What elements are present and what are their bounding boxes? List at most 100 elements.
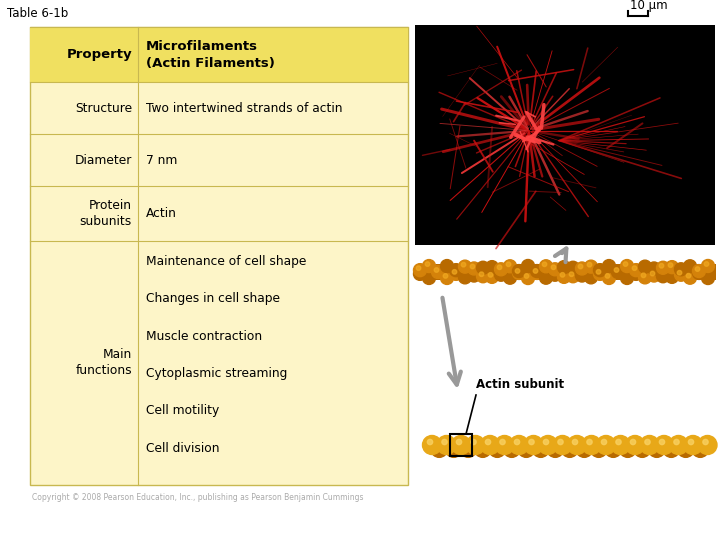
Circle shape [590,441,607,457]
Circle shape [426,262,430,266]
Circle shape [524,274,528,278]
Circle shape [593,264,606,276]
Circle shape [549,268,562,281]
Circle shape [701,260,714,273]
Circle shape [678,271,682,275]
Circle shape [632,266,636,271]
Circle shape [650,271,654,276]
Circle shape [532,441,549,457]
Circle shape [489,441,505,457]
Circle shape [471,440,476,444]
Circle shape [544,440,549,444]
Circle shape [437,435,456,455]
Circle shape [621,272,634,285]
Circle shape [557,261,570,274]
Circle shape [510,435,528,455]
Circle shape [640,435,659,455]
Text: Changes in cell shape: Changes in cell shape [146,292,280,305]
Circle shape [606,274,610,278]
Circle shape [431,266,444,279]
Circle shape [553,435,572,455]
Circle shape [423,260,436,273]
Circle shape [675,263,688,276]
Circle shape [467,262,480,275]
Circle shape [431,441,448,457]
Circle shape [704,262,708,266]
Text: Copyright © 2008 Pearson Education, Inc., publishing as Pearson Benjamin Cumming: Copyright © 2008 Pearson Education, Inc.… [32,493,364,502]
Circle shape [552,265,556,269]
Circle shape [539,260,552,273]
Circle shape [567,435,587,455]
Circle shape [570,272,574,276]
Circle shape [683,435,703,455]
Circle shape [683,271,696,284]
Circle shape [560,273,564,277]
Circle shape [585,271,598,284]
Circle shape [663,441,680,457]
Circle shape [474,441,491,457]
Circle shape [498,265,502,269]
Circle shape [668,263,672,267]
Circle shape [616,440,621,444]
Bar [30,27,408,485]
Text: Actin subunit: Actin subunit [476,378,564,391]
Circle shape [495,435,514,455]
Circle shape [442,440,447,444]
Circle shape [665,271,678,284]
Circle shape [531,266,544,279]
Circle shape [674,440,679,444]
Circle shape [528,440,534,444]
Circle shape [639,271,652,284]
Circle shape [639,260,652,273]
Circle shape [611,266,624,279]
Circle shape [423,272,436,285]
Circle shape [660,440,665,444]
Circle shape [521,260,534,273]
Circle shape [466,435,485,455]
Circle shape [582,435,601,455]
Text: 10 μm: 10 μm [630,0,667,12]
Bar [450,434,472,456]
Circle shape [660,264,664,268]
Circle shape [657,270,670,283]
Circle shape [576,441,593,457]
Circle shape [588,262,592,267]
Circle shape [459,260,472,273]
Circle shape [485,261,498,274]
Text: Cell motility: Cell motility [146,404,220,417]
Circle shape [596,435,616,455]
Circle shape [446,441,462,457]
Text: Microfilaments
(Actin Filaments): Microfilaments (Actin Filaments) [146,39,275,70]
Circle shape [692,441,708,457]
Circle shape [703,440,708,444]
Text: Cytoplasmic streaming: Cytoplasmic streaming [146,367,287,380]
Circle shape [665,261,678,274]
Circle shape [495,268,508,281]
Circle shape [575,269,588,282]
Circle shape [654,435,673,455]
Circle shape [657,261,670,274]
Circle shape [557,271,570,284]
Circle shape [585,260,598,273]
Circle shape [513,265,526,278]
Circle shape [696,267,700,271]
Circle shape [460,441,477,457]
Circle shape [611,266,624,279]
Circle shape [451,435,470,455]
Circle shape [647,269,660,282]
Circle shape [500,440,505,444]
Text: Structure: Structure [75,102,132,114]
Circle shape [480,272,484,276]
Circle shape [693,266,706,279]
Text: Table 6-1b: Table 6-1b [7,7,68,20]
Circle shape [558,440,563,444]
Text: Maintenance of cell shape: Maintenance of cell shape [146,255,307,268]
Circle shape [593,267,606,280]
Circle shape [413,264,426,276]
Circle shape [675,268,688,281]
Circle shape [596,269,600,274]
Circle shape [470,264,474,269]
Circle shape [503,260,516,273]
Circle shape [688,440,693,444]
Circle shape [630,440,636,444]
